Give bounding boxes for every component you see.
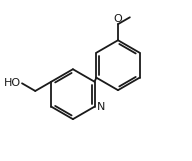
Text: HO: HO bbox=[4, 78, 21, 88]
Text: N: N bbox=[96, 102, 105, 112]
Text: O: O bbox=[114, 14, 122, 24]
